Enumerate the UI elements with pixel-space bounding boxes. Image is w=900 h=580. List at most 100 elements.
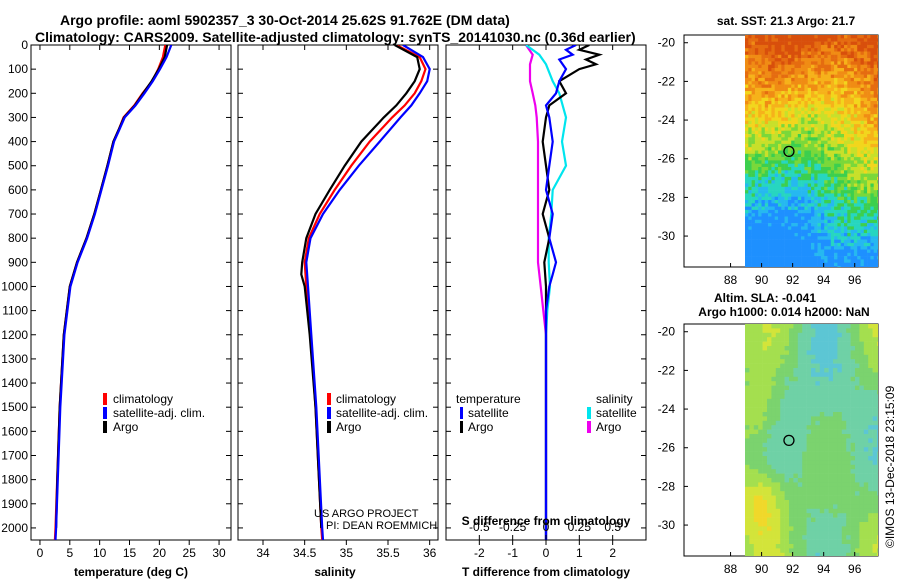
sla-cell [850, 508, 856, 514]
sst-cell [824, 170, 828, 174]
sst-cell [817, 252, 822, 257]
sst-cell [830, 127, 835, 131]
sst-cell [877, 246, 878, 250]
sla-cell [855, 324, 860, 329]
sst-cell [830, 117, 835, 122]
sst-cell [814, 183, 818, 188]
sst-cell [787, 137, 792, 141]
sst-cell [761, 219, 766, 224]
sst-cell [787, 41, 792, 46]
sla-cell [802, 504, 807, 510]
sst-cell [850, 35, 855, 39]
sst-cell [860, 180, 865, 184]
sst-cell [827, 124, 832, 128]
sst-cell [824, 239, 828, 244]
sla-cell [815, 398, 821, 404]
sla-cell [811, 381, 816, 386]
sla-cell [850, 447, 856, 452]
sla-cell [837, 544, 843, 549]
sst-cell [794, 87, 799, 92]
imos-stamp: ©IMOS 13-Dec-2018 23:15:09 [883, 385, 897, 548]
sst-cell [758, 51, 762, 56]
sst-cell [781, 35, 785, 39]
sst-cell [857, 97, 861, 102]
sla-cell [819, 500, 825, 505]
sst-cell [784, 77, 789, 82]
sst-cell [778, 114, 782, 118]
sla-cell [872, 416, 878, 422]
sst-cell [827, 74, 832, 79]
sst-cell [827, 246, 832, 250]
sla-cell [815, 412, 821, 417]
sla-cell [745, 460, 750, 466]
sst-cell [791, 64, 795, 69]
sst-cell [847, 180, 851, 184]
sst-cell [784, 233, 789, 237]
sst-cell [834, 203, 838, 207]
sla-cell [753, 544, 759, 549]
sst-cell [745, 167, 749, 171]
sla-cell [806, 473, 812, 479]
sst-cell [824, 196, 828, 201]
sst-cell [817, 167, 822, 171]
sst-cell [853, 91, 858, 95]
sst-cell [811, 143, 815, 148]
sla-cell [837, 385, 843, 391]
sla-cell [749, 447, 755, 452]
sst-cell [778, 256, 782, 260]
sla-cell [863, 354, 869, 360]
sst-cell [801, 64, 805, 69]
sla-cell [846, 442, 851, 448]
sst-cell [787, 229, 792, 234]
sst-cell [873, 183, 878, 188]
sst-cell [778, 58, 782, 62]
sst-cell [850, 180, 855, 184]
sst-cell [758, 233, 762, 237]
sla-cell [837, 346, 843, 351]
sst-cell [814, 160, 818, 164]
sst-cell [784, 262, 789, 267]
sst-cell [834, 104, 838, 108]
sst-cell [857, 140, 861, 145]
sst-cell [830, 266, 835, 267]
sla-cell [837, 522, 843, 527]
sla-cell [753, 416, 759, 422]
sst-cell [837, 213, 841, 217]
sst-cell [837, 249, 841, 254]
sst-cell [807, 153, 812, 158]
sst-cell [847, 242, 851, 247]
sst-cell [867, 147, 871, 151]
sla-cell [850, 328, 856, 334]
sst-cell [771, 196, 775, 201]
sla-cell [753, 491, 759, 496]
sla-cell [811, 526, 816, 532]
sst-cell [814, 58, 818, 62]
sst-cell [850, 97, 855, 102]
sst-cell [837, 87, 841, 92]
depth-tick-label: 700 [8, 207, 28, 221]
sla-cell [811, 363, 816, 369]
sla-cell [868, 420, 873, 426]
sla-cell [745, 332, 750, 338]
sla-cell [859, 332, 865, 338]
sst-cell [768, 170, 772, 174]
sla-cell [745, 438, 750, 444]
sst-cell [754, 163, 759, 168]
depth-tick-label: 1800 [1, 473, 28, 487]
sst-cell [781, 153, 785, 158]
sst-cell [754, 203, 759, 207]
sst-cell [787, 226, 792, 230]
depth-tick-label: 800 [8, 231, 28, 245]
sla-cell [859, 548, 865, 554]
sst-cell [857, 58, 861, 62]
sla-cell [863, 539, 869, 545]
sst-cell [830, 242, 835, 247]
sst-cell [827, 193, 832, 197]
sla-cell [824, 513, 829, 518]
sst-cell [870, 216, 874, 221]
sla-cell [758, 456, 763, 461]
sla-cell [802, 513, 807, 518]
sla-cell [806, 517, 812, 523]
sla-cell [806, 438, 812, 444]
sst-cell [847, 150, 851, 155]
